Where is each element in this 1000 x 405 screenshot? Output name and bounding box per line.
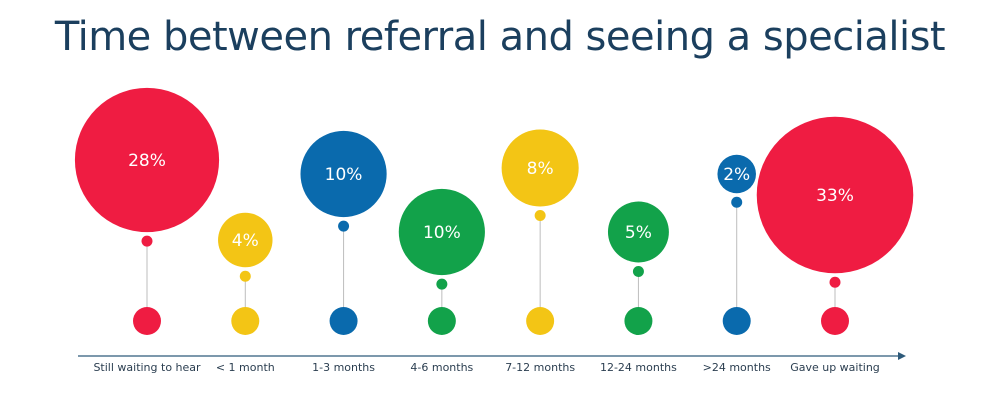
category-label: 12-24 months (600, 361, 677, 374)
data-label: 10% (423, 223, 461, 243)
category-label: Gave up waiting (790, 361, 880, 374)
pin-dot (829, 276, 841, 288)
category-label: 7-12 months (505, 361, 575, 374)
value-bubble (398, 188, 485, 276)
category-label: 1-3 months (312, 361, 375, 374)
value-bubble (756, 116, 914, 274)
data-label: 2% (723, 165, 750, 185)
pin-dot (632, 265, 644, 277)
base-dot (526, 307, 555, 335)
base-dot (427, 307, 456, 335)
data-label: 33% (816, 186, 854, 206)
data-label: 8% (527, 159, 554, 179)
pin-dot (239, 270, 251, 282)
base-dot (133, 307, 161, 335)
category-label: Still waiting to hear (93, 361, 201, 374)
value-bubble (607, 201, 669, 263)
base-dot (329, 307, 358, 335)
chart-marks: 28% Still waiting to hear 4% < 1 month 10% 1-… (74, 87, 914, 374)
data-label: 5% (625, 223, 652, 243)
x-axis-arrowhead (898, 352, 906, 360)
pin-dot (436, 278, 448, 290)
value-bubble (717, 154, 756, 194)
pin-dot (534, 210, 546, 222)
data-label: 4% (232, 231, 259, 251)
base-dot (722, 307, 751, 335)
data-label: 28% (128, 151, 166, 171)
base-dot (624, 307, 653, 335)
pin-dot (731, 196, 743, 208)
category-label: >24 months (703, 361, 771, 374)
category-label: < 1 month (216, 361, 275, 374)
data-label: 10% (325, 165, 363, 185)
chart-title: Time between referral and seeing a speci… (54, 14, 946, 60)
pin-dot (338, 220, 350, 232)
base-dot (231, 307, 260, 335)
value-bubble (300, 130, 387, 218)
value-bubble (501, 129, 579, 207)
value-bubble (74, 87, 220, 233)
value-bubble (218, 212, 273, 268)
category-label: 4-6 months (410, 361, 473, 374)
pin-dot (141, 235, 153, 247)
base-dot (821, 307, 849, 335)
